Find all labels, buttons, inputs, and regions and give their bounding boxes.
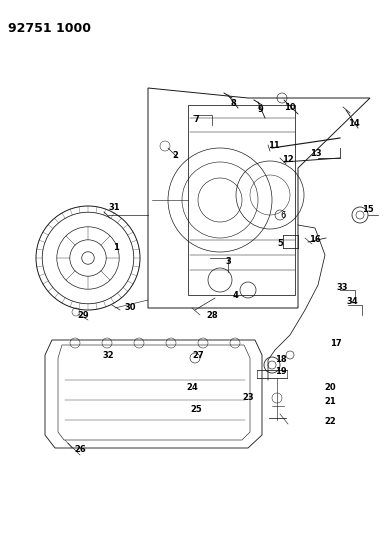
Text: 14: 14 xyxy=(348,118,360,127)
Text: 29: 29 xyxy=(77,311,89,319)
Text: 5: 5 xyxy=(277,238,283,247)
Text: 15: 15 xyxy=(362,206,374,214)
Text: 34: 34 xyxy=(346,297,358,306)
Text: 27: 27 xyxy=(192,351,204,359)
Text: 28: 28 xyxy=(206,311,218,319)
Text: 21: 21 xyxy=(324,398,336,407)
Text: 25: 25 xyxy=(190,406,202,415)
Text: 19: 19 xyxy=(275,367,287,376)
Text: 31: 31 xyxy=(108,204,120,213)
Text: 26: 26 xyxy=(74,446,86,455)
Text: 8: 8 xyxy=(230,99,236,108)
Text: 32: 32 xyxy=(102,351,114,359)
Text: 12: 12 xyxy=(282,156,294,165)
Text: 22: 22 xyxy=(324,417,336,426)
Text: 13: 13 xyxy=(310,149,322,157)
Text: 1: 1 xyxy=(113,244,119,253)
Text: 6: 6 xyxy=(280,212,286,221)
Text: 9: 9 xyxy=(258,106,264,115)
Text: 10: 10 xyxy=(284,102,296,111)
Text: 16: 16 xyxy=(309,236,321,245)
Text: 17: 17 xyxy=(330,340,342,349)
Text: 3: 3 xyxy=(225,257,231,266)
Text: 23: 23 xyxy=(242,393,254,402)
Text: 92751 1000: 92751 1000 xyxy=(8,22,91,35)
Text: 7: 7 xyxy=(193,116,199,125)
Text: 24: 24 xyxy=(186,384,198,392)
Text: 4: 4 xyxy=(233,290,239,300)
Text: 33: 33 xyxy=(336,284,348,293)
Text: 2: 2 xyxy=(172,150,178,159)
Text: 20: 20 xyxy=(324,384,336,392)
Text: 18: 18 xyxy=(275,356,287,365)
Text: 30: 30 xyxy=(124,303,136,312)
Text: 11: 11 xyxy=(268,141,280,149)
